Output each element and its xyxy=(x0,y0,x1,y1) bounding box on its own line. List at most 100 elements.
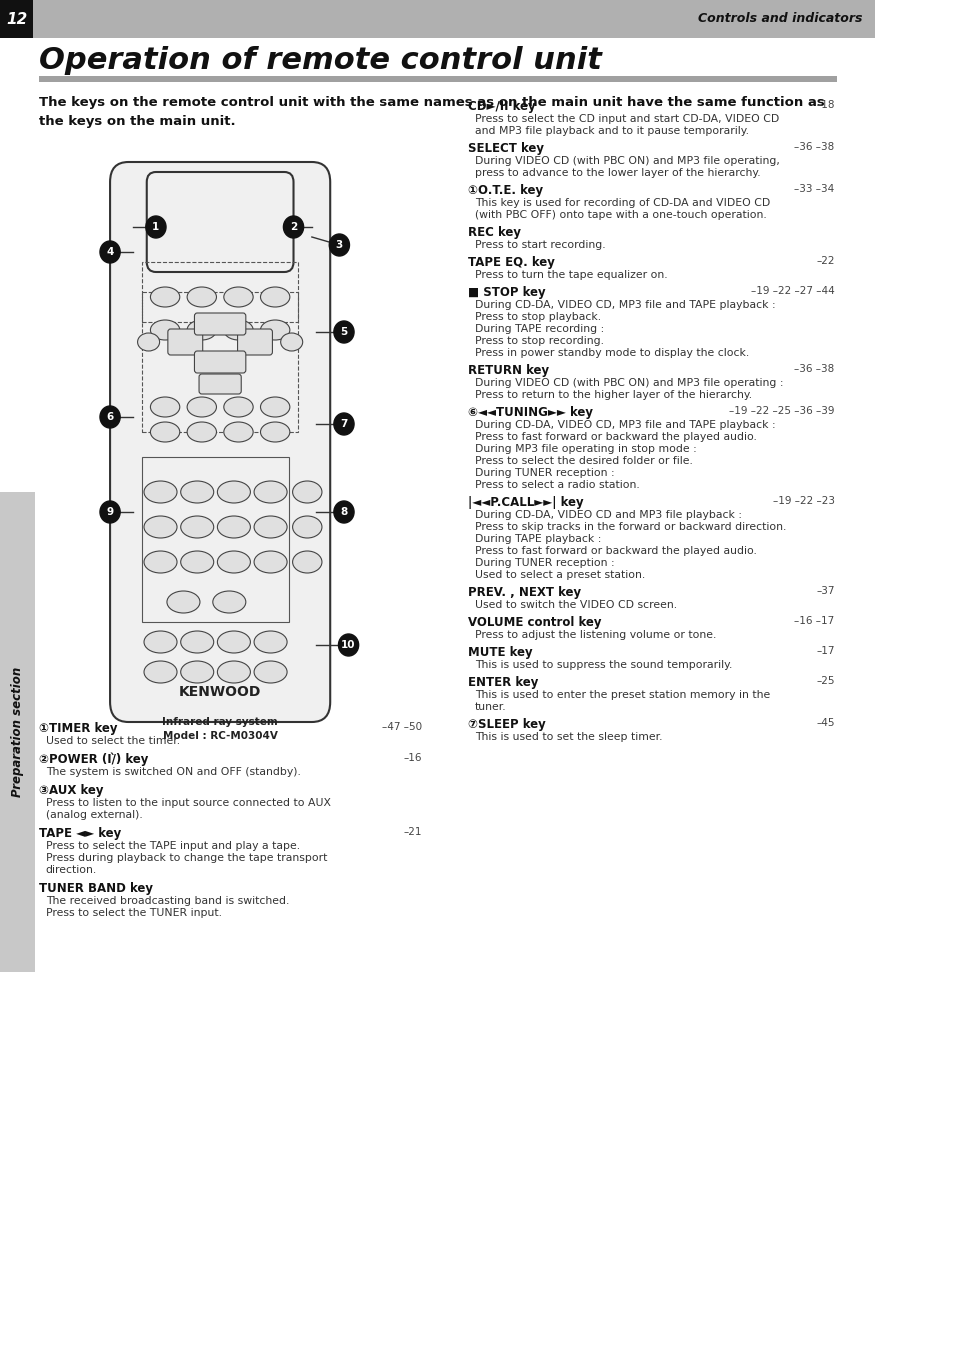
FancyBboxPatch shape xyxy=(147,172,294,272)
Text: REC key: REC key xyxy=(467,226,520,239)
Text: Press to stop playback.: Press to stop playback. xyxy=(475,312,600,322)
Ellipse shape xyxy=(187,397,216,416)
Ellipse shape xyxy=(253,661,287,683)
Bar xyxy=(38,76,836,82)
Ellipse shape xyxy=(180,661,213,683)
Ellipse shape xyxy=(180,516,213,538)
Text: 7: 7 xyxy=(340,419,347,429)
Text: During VIDEO CD (with PBC ON) and MP3 file operating,: During VIDEO CD (with PBC ON) and MP3 fi… xyxy=(475,155,780,166)
Ellipse shape xyxy=(137,333,159,352)
Bar xyxy=(142,292,297,433)
Bar xyxy=(142,262,297,322)
Text: –22: –22 xyxy=(816,256,834,266)
Text: The system is switched ON and OFF (standby).: The system is switched ON and OFF (stand… xyxy=(46,767,300,777)
Ellipse shape xyxy=(180,481,213,503)
Text: Press to select the CD input and start CD-DA, VIDEO CD: Press to select the CD input and start C… xyxy=(475,114,779,124)
Ellipse shape xyxy=(253,552,287,573)
Bar xyxy=(142,457,289,622)
Text: During TAPE recording :: During TAPE recording : xyxy=(475,324,604,334)
Text: During CD-DA, VIDEO CD, MP3 file and TAPE playback :: During CD-DA, VIDEO CD, MP3 file and TAP… xyxy=(475,300,775,310)
Text: –33 –34: –33 –34 xyxy=(794,184,834,193)
Ellipse shape xyxy=(253,631,287,653)
Text: Controls and indicators: Controls and indicators xyxy=(697,12,862,26)
Circle shape xyxy=(338,634,358,656)
Text: Used to switch the VIDEO CD screen.: Used to switch the VIDEO CD screen. xyxy=(475,600,677,610)
Ellipse shape xyxy=(217,516,250,538)
Ellipse shape xyxy=(144,631,177,653)
Text: –21: –21 xyxy=(403,827,421,837)
Text: Press to select the TUNER input.: Press to select the TUNER input. xyxy=(46,909,222,918)
Text: –37: –37 xyxy=(816,585,834,596)
Text: KENWOOD: KENWOOD xyxy=(179,685,261,699)
Ellipse shape xyxy=(151,320,179,339)
Text: Press to listen to the input source connected to AUX: Press to listen to the input source conn… xyxy=(46,798,331,808)
Text: Press to stop recording.: Press to stop recording. xyxy=(475,337,603,346)
Text: Press to skip tracks in the forward or backward direction.: Press to skip tracks in the forward or b… xyxy=(475,522,785,531)
Text: Press to select the TAPE input and play a tape.: Press to select the TAPE input and play … xyxy=(46,841,299,850)
Text: Press in power standby mode to display the clock.: Press in power standby mode to display t… xyxy=(475,347,749,358)
Text: |◄◄P.CALL►►| key: |◄◄P.CALL►►| key xyxy=(467,496,583,508)
Text: The received broadcasting band is switched.: The received broadcasting band is switch… xyxy=(46,896,289,906)
Ellipse shape xyxy=(293,516,321,538)
Circle shape xyxy=(329,234,349,256)
Text: ①O.T.E. key: ①O.T.E. key xyxy=(467,184,542,197)
Text: ⑦SLEEP key: ⑦SLEEP key xyxy=(467,718,545,731)
Circle shape xyxy=(100,241,120,264)
Ellipse shape xyxy=(187,320,216,339)
Ellipse shape xyxy=(224,320,253,339)
Text: Press to return to the higher layer of the hierarchy.: Press to return to the higher layer of t… xyxy=(475,389,752,400)
Ellipse shape xyxy=(260,397,290,416)
Ellipse shape xyxy=(144,516,177,538)
Ellipse shape xyxy=(224,422,253,442)
Ellipse shape xyxy=(217,552,250,573)
Text: (analog external).: (analog external). xyxy=(46,810,142,821)
Text: 3: 3 xyxy=(335,241,343,250)
Text: TUNER BAND key: TUNER BAND key xyxy=(38,882,152,895)
Text: TAPE EQ. key: TAPE EQ. key xyxy=(467,256,554,269)
Ellipse shape xyxy=(224,397,253,416)
Text: Preparation section: Preparation section xyxy=(10,667,24,798)
Ellipse shape xyxy=(293,552,321,573)
Text: tuner.: tuner. xyxy=(475,702,506,713)
Ellipse shape xyxy=(180,552,213,573)
Text: Press to fast forward or backward the played audio.: Press to fast forward or backward the pl… xyxy=(475,433,757,442)
Ellipse shape xyxy=(144,661,177,683)
Text: 1: 1 xyxy=(152,222,159,233)
Ellipse shape xyxy=(187,422,216,442)
Text: (with PBC OFF) onto tape with a one-touch operation.: (with PBC OFF) onto tape with a one-touc… xyxy=(475,210,766,220)
Circle shape xyxy=(334,412,354,435)
Text: 4: 4 xyxy=(107,247,113,257)
Text: Press to select the desired folder or file.: Press to select the desired folder or fi… xyxy=(475,456,692,466)
Circle shape xyxy=(100,502,120,523)
Text: –45: –45 xyxy=(816,718,834,727)
Ellipse shape xyxy=(213,591,246,612)
Text: –18: –18 xyxy=(816,100,834,110)
Text: This is used to enter the preset station memory in the: This is used to enter the preset station… xyxy=(475,690,770,700)
Ellipse shape xyxy=(253,481,287,503)
Text: During CD-DA, VIDEO CD, MP3 file and TAPE playback :: During CD-DA, VIDEO CD, MP3 file and TAP… xyxy=(475,420,775,430)
FancyBboxPatch shape xyxy=(199,375,241,393)
Bar xyxy=(0,0,33,38)
Text: Used to select the timer.: Used to select the timer. xyxy=(46,735,180,746)
Text: ①TIMER key: ①TIMER key xyxy=(38,722,117,735)
Ellipse shape xyxy=(217,661,250,683)
Text: During TAPE playback :: During TAPE playback : xyxy=(475,534,601,544)
Ellipse shape xyxy=(293,481,321,503)
Ellipse shape xyxy=(151,287,179,307)
Text: MUTE key: MUTE key xyxy=(467,646,532,658)
Ellipse shape xyxy=(253,516,287,538)
Text: PREV. , NEXT key: PREV. , NEXT key xyxy=(467,585,580,599)
FancyBboxPatch shape xyxy=(168,329,202,356)
Circle shape xyxy=(334,320,354,343)
Ellipse shape xyxy=(217,481,250,503)
Text: –25: –25 xyxy=(816,676,834,685)
Text: The keys on the remote control unit with the same names as on the main unit have: The keys on the remote control unit with… xyxy=(38,96,823,128)
Text: ③AUX key: ③AUX key xyxy=(38,784,103,796)
Circle shape xyxy=(334,502,354,523)
Text: ENTER key: ENTER key xyxy=(467,676,537,690)
Ellipse shape xyxy=(144,552,177,573)
Text: ⑥◄◄TUNING►► key: ⑥◄◄TUNING►► key xyxy=(467,406,592,419)
Text: CD►/II key: CD►/II key xyxy=(467,100,535,114)
Circle shape xyxy=(100,406,120,429)
Ellipse shape xyxy=(187,287,216,307)
